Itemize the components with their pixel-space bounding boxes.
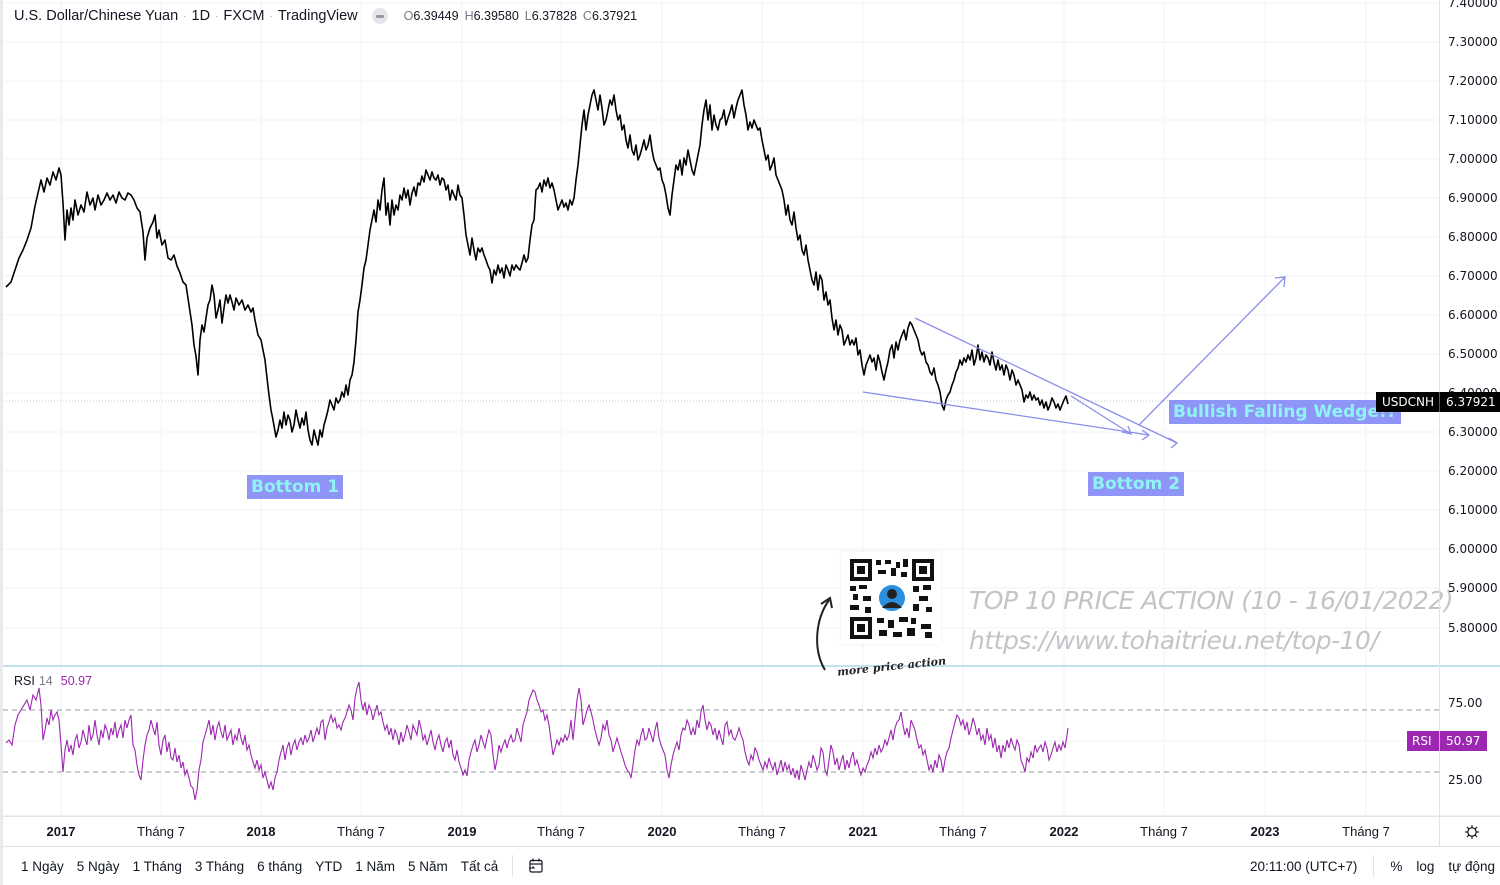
calendar-goto-icon [529,858,543,873]
wedge-drawing[interactable] [862,276,1286,449]
right-tools: 20:11:00 (UTC+7) % log tự động [1250,855,1500,877]
open-value: 6.39449 [413,9,459,23]
price-tick: 6.20000 [1448,464,1498,478]
qr-code-icon [850,559,934,639]
rsi-badge-label: RSI [1407,731,1439,751]
exchange-label: FXCM [223,8,265,24]
time-tick: Tháng 7 [537,824,585,839]
watermark-title: TOP 10 PRICE ACTION (10 - 16/01/2022) [969,586,1454,615]
low-label: L [524,9,532,23]
price-tick: 7.40000 [1448,0,1498,10]
low-value: 6.37828 [531,9,577,23]
time-tick: 2023 [1250,824,1280,839]
bottom-1-label[interactable]: Bottom 1 [247,475,344,499]
time-tick: Tháng 7 [738,824,786,839]
time-tick: Tháng 7 [337,824,385,839]
time-tick: Tháng 7 [137,824,185,839]
time-tick: 2021 [848,824,878,839]
time-tick: Tháng 7 [1140,824,1188,839]
rsi-length: 14 [38,674,53,688]
price-tick: 7.00000 [1448,152,1498,166]
symbol-badge: USDCNH [1376,392,1439,412]
range-5y-button[interactable]: 5 Năm [407,858,448,874]
range-6m-button[interactable]: 6 tháng [257,858,303,874]
time-tick: 2020 [647,824,677,839]
symbol-title[interactable]: U.S. Dollar/Chinese Yuan [14,8,179,24]
price-tick: 6.10000 [1448,503,1498,517]
ohlc-values: O6.39449 H6.39580 L6.37828 C6.37921 [404,9,638,23]
range-1m-button[interactable]: 1 Tháng [132,858,182,874]
interval-label[interactable]: 1D [191,8,211,24]
price-tick: 6.60000 [1448,308,1498,322]
curved-arrow-head-icon [820,596,833,609]
source-label: TradingView [277,8,358,24]
range-1y-button[interactable]: 1 Năm [355,858,395,874]
rsi-tick: 25.00 [1448,773,1483,787]
range-ytd-button[interactable]: YTD [315,858,343,874]
high-label: H [464,9,474,23]
price-tick: 6.70000 [1448,269,1498,283]
price-tick: 6.90000 [1448,191,1498,205]
bottom-toolbar: 1 Ngày 5 Ngày 1 Tháng 3 Tháng 6 tháng YT… [3,846,1500,885]
chart-settings-button[interactable] [1439,816,1500,846]
rsi-legend[interactable]: RSI 14 50.97 [14,674,92,688]
curved-arrow-icon [816,599,830,671]
range-1d-button[interactable]: 1 Ngày [21,858,64,874]
gear-icon [1464,824,1479,839]
toolbar-divider [1373,855,1375,877]
close-value: 6.37921 [591,9,638,23]
log-scale-toggle[interactable]: log [1416,858,1435,874]
rsi-line [5,681,1069,801]
bottom-2-label[interactable]: Bottom 2 [1088,472,1185,496]
last-price-badge: 6.37921 [1439,392,1500,412]
auto-scale-toggle[interactable]: tự động [1448,858,1495,874]
chart-canvas[interactable] [3,0,1500,885]
range-5d-button[interactable]: 5 Ngày [76,858,120,874]
go-to-date-button[interactable] [527,857,545,875]
rsi-value: 50.97 [60,674,93,688]
watermark-url[interactable]: https://www.tohaitrieu.net/top-10/ [969,626,1379,655]
separator-dot: · [215,10,219,22]
time-tick: Tháng 7 [939,824,987,839]
clock-timezone[interactable]: 20:11:00 (UTC+7) [1249,858,1358,874]
range-all-button[interactable]: Tất cả [460,858,499,874]
rsi-badge-value: 50.97 [1439,731,1487,751]
price-tick: 7.30000 [1448,35,1498,49]
price-tick: 7.10000 [1448,113,1498,127]
price-tick: 5.80000 [1448,621,1498,635]
close-label: C [582,9,592,23]
open-label: O [403,9,414,23]
high-value: 6.39580 [473,9,519,23]
wedge-label[interactable]: Bullish Falling Wedge!? [1169,400,1401,424]
collapse-legend-icon[interactable] [371,8,388,24]
time-axis[interactable]: 2017 Tháng 7 2018 Tháng 7 2019 Tháng 7 2… [3,816,1439,846]
separator-dot: · [269,10,273,22]
time-tick: 2019 [447,824,477,839]
qr-code [841,552,941,644]
price-line [5,89,1069,446]
time-tick: Tháng 7 [1342,824,1390,839]
time-tick: 2018 [246,824,276,839]
percent-scale-toggle[interactable]: % [1390,858,1403,874]
price-tick: 6.50000 [1448,347,1498,361]
toolbar-divider [512,855,514,877]
rsi-tick: 75.00 [1448,696,1483,710]
price-tick: 6.00000 [1448,542,1498,556]
price-tick: 5.90000 [1448,581,1498,595]
separator-dot: · [183,10,187,22]
price-tick: 7.20000 [1448,74,1498,88]
time-tick: 2017 [46,824,76,839]
price-tick: 6.30000 [1448,425,1498,439]
range-3m-button[interactable]: 3 Tháng [194,858,245,874]
symbol-legend[interactable]: U.S. Dollar/Chinese Yuan · 1D · FXCM · T… [14,6,637,26]
price-tick: 6.80000 [1448,230,1498,244]
time-tick: 2022 [1049,824,1079,839]
rsi-name: RSI [14,674,35,688]
